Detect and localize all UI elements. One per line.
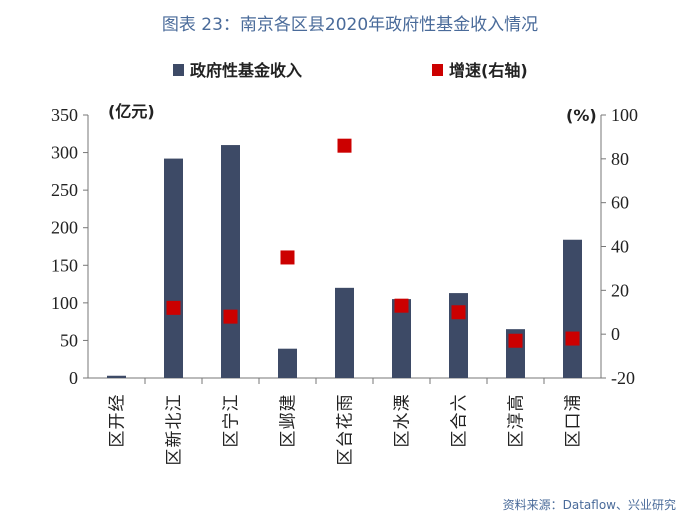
chart-title: 图表 23：南京各区县2020年政府性基金收入情况 — [161, 15, 539, 35]
legend-point-label: 增速(右轴) — [449, 61, 528, 80]
bar — [107, 375, 126, 378]
category-label-char: 区 — [279, 431, 299, 448]
category-label-char: 宁 — [222, 413, 242, 430]
category-label: 建邺区 — [279, 395, 299, 448]
y-left-tick-label: 300 — [51, 143, 78, 163]
bar — [335, 287, 354, 378]
category-label-char: 浦 — [564, 395, 584, 412]
growth-points — [166, 138, 580, 348]
y-right-tick-label: 40 — [611, 237, 629, 257]
growth-point — [565, 331, 580, 346]
bar — [563, 239, 582, 378]
category-label-char: 六 — [450, 395, 470, 412]
category-label-char: 淳 — [507, 413, 527, 430]
category-label-char: 开 — [108, 413, 128, 430]
bar — [392, 299, 411, 378]
y-left-unit: (亿元) — [108, 102, 155, 121]
category-label-char: 高 — [507, 395, 527, 412]
category-label-char: 区 — [108, 431, 128, 448]
category-label-char: 邺 — [279, 413, 299, 430]
source-note: 资料来源：Dataflow、兴业研究 — [502, 498, 676, 512]
y-left-tick-label: 200 — [51, 218, 78, 238]
legend-bar-swatch — [173, 64, 184, 76]
growth-point — [394, 298, 409, 313]
growth-point — [166, 300, 181, 315]
legend-point-swatch — [432, 64, 443, 76]
category-label: 六合区 — [450, 395, 470, 448]
category-label-char: 区 — [336, 449, 356, 466]
growth-point — [451, 305, 466, 320]
legend-bar-label: 政府性基金收入 — [190, 61, 302, 80]
y-right-tick-label: 100 — [611, 105, 638, 125]
y-right-tick-label: 20 — [611, 280, 629, 300]
category-label-char: 区 — [450, 431, 470, 448]
category-label-char: 区 — [222, 431, 242, 448]
y-left-tick-label: 100 — [51, 293, 78, 313]
growth-point — [337, 138, 352, 153]
category-label-char: 建 — [279, 395, 299, 412]
category-label: 经开区 — [108, 395, 128, 448]
category-label-char: 江 — [222, 395, 242, 412]
category-label-char: 溧 — [393, 395, 413, 412]
category-label: 江宁区 — [222, 395, 242, 448]
growth-point — [223, 309, 238, 324]
category-label-char: 北 — [165, 413, 185, 430]
y-left-tick-label: 350 — [51, 105, 78, 125]
growth-point — [508, 333, 523, 348]
y-left-tick-label: 0 — [69, 368, 78, 388]
y-right-tick-label: 80 — [611, 149, 629, 169]
category-label-char: 经 — [108, 395, 128, 412]
category-label: 高淳区 — [507, 395, 527, 448]
legend: 政府性基金收入 增速(右轴) — [173, 61, 528, 80]
category-label-char: 江 — [165, 395, 185, 412]
category-label-char: 合 — [450, 413, 470, 430]
category-label-char: 区 — [564, 431, 584, 448]
category-label: 浦口区 — [564, 395, 584, 448]
category-label: 溧水区 — [393, 395, 413, 448]
y-left-tick-label: 50 — [60, 330, 78, 350]
category-label-char: 台 — [336, 431, 356, 448]
category-label-char: 区 — [165, 449, 185, 466]
axes: 0 50 100 150 200 250 300 350 -20 0 20 40 60 80 100 — [51, 105, 638, 388]
category-label-char: 区 — [507, 431, 527, 448]
y-left-tick-label: 150 — [51, 255, 78, 275]
category-label-char: 区 — [393, 431, 413, 448]
y-right-tick-label: -20 — [611, 368, 635, 388]
category-label-char: 水 — [393, 413, 413, 430]
category-label-char: 花 — [336, 413, 356, 430]
y-right-unit: (%) — [566, 106, 597, 125]
category-label-char: 雨 — [336, 395, 356, 412]
bar — [221, 145, 240, 378]
category-label-char: 口 — [564, 413, 584, 430]
y-right-tick-label: 60 — [611, 193, 629, 213]
y-right-tick-label: 0 — [611, 324, 620, 344]
bar — [278, 348, 297, 378]
y-left-tick-label: 250 — [51, 180, 78, 200]
growth-point — [280, 250, 295, 265]
bar — [164, 158, 183, 378]
category-label-char: 新 — [165, 431, 185, 448]
